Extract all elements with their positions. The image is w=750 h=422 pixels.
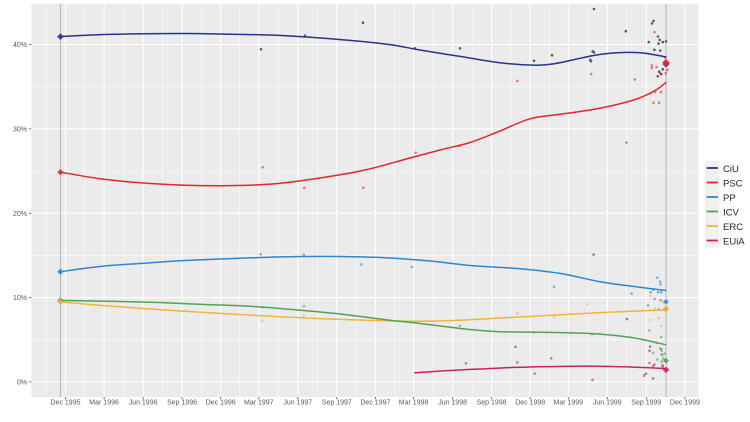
svg-text:Sep 1996: Sep 1996: [167, 400, 197, 407]
svg-text:ICV: ICV: [723, 208, 740, 219]
svg-text:Mar 1999: Mar 1999: [554, 400, 584, 407]
svg-text:40%: 40%: [13, 42, 27, 49]
svg-text:10%: 10%: [13, 295, 27, 302]
svg-text:0%: 0%: [17, 380, 27, 387]
svg-text:PP: PP: [723, 193, 736, 204]
svg-text:Jun 1997: Jun 1997: [283, 400, 312, 407]
svg-text:ERC: ERC: [723, 222, 743, 233]
svg-text:Sep 1997: Sep 1997: [322, 400, 352, 407]
svg-text:Dec 1998: Dec 1998: [515, 400, 545, 407]
svg-text:Sep 1998: Sep 1998: [477, 400, 507, 407]
svg-text:Dec 1996: Dec 1996: [206, 400, 236, 407]
svg-text:Dec 1997: Dec 1997: [360, 400, 390, 407]
svg-text:CiU: CiU: [723, 164, 739, 175]
svg-text:Dec 1995: Dec 1995: [51, 400, 81, 407]
svg-text:Jun 1998: Jun 1998: [438, 400, 467, 407]
svg-text:Mar 1998: Mar 1998: [399, 400, 429, 407]
svg-text:Mar 1996: Mar 1996: [89, 400, 119, 407]
svg-text:30%: 30%: [13, 126, 27, 133]
svg-text:EUiA: EUiA: [723, 237, 745, 248]
svg-text:Jun 1999: Jun 1999: [593, 400, 622, 407]
svg-text:Dec 1999: Dec 1999: [670, 400, 700, 407]
svg-text:PSC: PSC: [723, 179, 743, 190]
svg-text:Jun 1996: Jun 1996: [129, 400, 158, 407]
svg-text:Mar 1997: Mar 1997: [244, 400, 274, 407]
svg-text:Sep 1999: Sep 1999: [631, 400, 661, 407]
svg-text:20%: 20%: [13, 211, 27, 218]
